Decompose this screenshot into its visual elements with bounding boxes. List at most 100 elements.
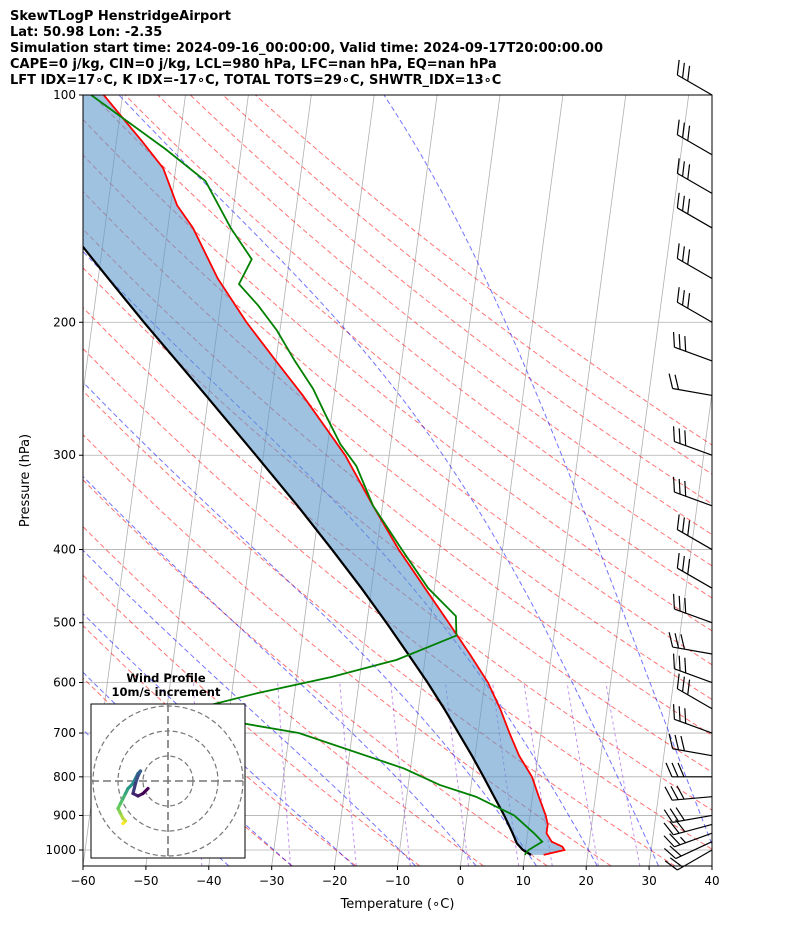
y-tick-label: 900 — [53, 808, 76, 822]
wind-barb — [668, 632, 713, 655]
wind-barb-flag — [669, 845, 682, 857]
wind-barb-staff — [677, 134, 713, 156]
wind-barb — [676, 119, 713, 156]
wind-barb-flag — [663, 835, 675, 848]
x-tick-label: −20 — [322, 874, 347, 888]
wind-barb — [676, 514, 713, 551]
wind-barb-flag — [663, 809, 674, 823]
wind-barb-staff — [677, 529, 713, 551]
wind-barb-flag — [678, 334, 681, 350]
dry-adiabat — [255, 95, 712, 446]
dry-adiabat — [83, 118, 712, 632]
hodograph-segment — [141, 786, 150, 796]
wind-barb-flag — [668, 733, 674, 749]
wind-barb-staff — [677, 849, 713, 871]
wind-barb-flag — [678, 428, 681, 444]
axes: −60 −50 −40 −30 −20 −10 0 10 20 30 40 100 200 300 400 5… — [18, 88, 720, 912]
wind-barb-flag — [668, 373, 674, 389]
wind-barb-flag — [684, 597, 687, 614]
wind-barb-flag — [674, 374, 680, 390]
dry-adiabat — [83, 190, 712, 701]
wind-barb — [672, 331, 713, 362]
y-tick-label: 1000 — [45, 843, 76, 857]
wind-barb — [668, 733, 713, 757]
temperature-line — [103, 95, 566, 856]
wind-barb-flag — [684, 708, 687, 724]
wind-barbs — [663, 59, 713, 871]
chart-header: SkewTLogP HenstridgeAirport Lat: 50.98 L… — [10, 9, 603, 89]
wind-barb-flag — [676, 158, 680, 174]
wind-barb-staff — [675, 841, 713, 860]
wind-barb — [665, 762, 712, 778]
wind-barb-flag — [684, 430, 687, 446]
wind-barb-flag — [681, 161, 685, 177]
inset-subtitle: 10m/s increment — [112, 685, 221, 699]
wind-barb — [676, 243, 713, 280]
wind-barb-flag — [671, 762, 679, 778]
wind-barb-flag — [672, 593, 676, 610]
wind-barb-flag — [687, 558, 691, 575]
wind-barb-staff — [677, 74, 713, 96]
dry-adiabat — [83, 390, 676, 866]
wind-barb-flag — [676, 514, 680, 530]
wind-barb-flag — [684, 657, 687, 673]
wind-barb — [672, 426, 713, 456]
mixing-ratio-line — [339, 682, 357, 866]
dry-adiabat — [83, 479, 548, 866]
wind-barb-flag — [663, 848, 677, 860]
x-tick-label: 20 — [579, 874, 594, 888]
wind-barb-flag — [676, 192, 680, 209]
wind-barb-flag — [669, 820, 680, 834]
x-tick-label: 30 — [641, 874, 656, 888]
x-tick-label: 40 — [704, 874, 719, 888]
wind-barb-flag — [681, 676, 685, 692]
x-tick-label: 10 — [516, 874, 531, 888]
wind-barb — [676, 673, 713, 710]
wind-barb-flag — [687, 679, 691, 695]
wind-barb — [663, 807, 713, 823]
x-tick-label: −30 — [259, 874, 284, 888]
wind-barb-staff — [672, 814, 713, 823]
wind-barb-staff — [677, 567, 713, 589]
x-tick-label: −60 — [70, 874, 95, 888]
x-tick-label: −40 — [196, 874, 221, 888]
dry-adiabat — [189, 95, 712, 505]
wind-barb-staff — [672, 387, 713, 397]
wind-barb — [663, 819, 713, 836]
x-axis-label: Temperature (∘C) — [340, 897, 455, 912]
wind-barb-flag — [681, 517, 685, 533]
wind-barb-flag — [672, 331, 676, 348]
y-tick-label: 500 — [53, 616, 76, 630]
x-tick-label: 0 — [457, 874, 465, 888]
wind-barb-flag — [676, 785, 685, 800]
wind-barb-flag — [678, 706, 681, 722]
wind-barb-flag — [676, 552, 680, 569]
wind-barb — [676, 59, 713, 96]
wind-barb-half-flag — [680, 836, 687, 844]
wind-barb-flag — [684, 336, 687, 352]
wind-barb-staff — [677, 301, 713, 323]
wind-barb-staff — [672, 748, 713, 757]
chart-title: SkewTLogP HenstridgeAirport — [10, 9, 231, 24]
wind-barb-flag — [676, 119, 680, 135]
wind-barb — [672, 593, 713, 624]
wind-barb-flag — [669, 857, 683, 868]
dry-adiabat — [83, 347, 712, 850]
isotherm-gridline — [585, 95, 690, 866]
wind-barb-staff — [674, 718, 713, 734]
moist-adiabat — [83, 612, 355, 866]
wind-barb-flag — [663, 822, 674, 836]
wind-barb-flag — [687, 198, 691, 215]
dry-adiabat — [83, 306, 712, 811]
wind-barb-flag — [680, 735, 686, 751]
wind-barb-flag — [672, 704, 676, 720]
isotherm-gridline — [775, 95, 794, 866]
wind-barb-flag — [676, 59, 680, 76]
wind-barb-flag — [674, 633, 680, 649]
wind-barb-flag — [675, 807, 685, 821]
wind-barb-flag — [672, 426, 676, 442]
wind-barb-flag — [681, 122, 685, 138]
wind-barb-flag — [680, 634, 686, 650]
mixing-ratio-line — [444, 682, 470, 866]
